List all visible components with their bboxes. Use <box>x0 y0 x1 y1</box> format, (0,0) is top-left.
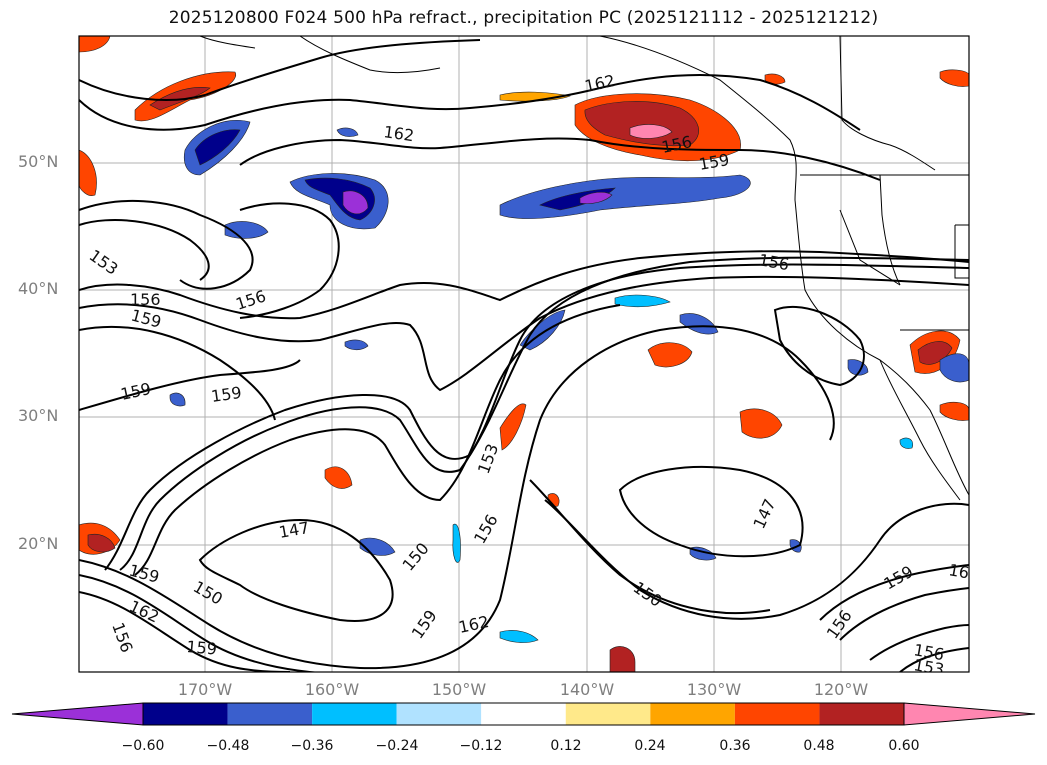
colorbar-segment <box>734 703 820 725</box>
height-contours <box>79 39 969 672</box>
colorbar-tick: 0.48 <box>803 738 835 754</box>
lat-label-30n: 30°N <box>18 406 59 425</box>
lon-label-140w: 140°W <box>559 680 615 699</box>
colorbar-segment <box>227 703 313 725</box>
coastlines <box>199 36 969 501</box>
colorbar-extend-max <box>903 702 1036 726</box>
colorbar-segment <box>650 703 735 725</box>
lon-label-170w: 170°W <box>177 680 233 699</box>
lat-label-20n: 20°N <box>18 534 59 553</box>
colorbar-segment <box>396 703 482 725</box>
lat-label-50n: 50°N <box>18 152 59 171</box>
colorbar-tick: −0.60 <box>121 738 165 754</box>
lon-label-120w: 120°W <box>813 680 869 699</box>
colorbar-segment <box>143 703 228 725</box>
map-title: 2025120800 F024 500 hPa refract., precip… <box>168 8 879 28</box>
colorbar-frame <box>142 702 905 726</box>
colorbar-segment <box>565 703 651 725</box>
colorbar-tick: 0.12 <box>550 738 582 754</box>
colorbar-tick: 0.36 <box>719 738 751 754</box>
contour-label: 162 <box>382 122 415 145</box>
colorbar-extend-min <box>11 702 144 726</box>
map-panel: 162 162 156 159 153 156 159 156 159 159 … <box>78 35 970 679</box>
colorbar-segment <box>819 703 904 725</box>
lon-label-160w: 160°W <box>304 680 360 699</box>
colorbar-tick: −0.36 <box>290 738 334 754</box>
colorbar-segment <box>481 703 566 725</box>
lon-label-150w: 150°W <box>431 680 487 699</box>
contour-label: 156 <box>130 290 161 309</box>
contour-label: 159 <box>186 637 218 659</box>
lon-label-130w: 130°W <box>686 680 742 699</box>
colorbar-tick: −0.12 <box>459 738 503 754</box>
lat-label-40n: 40°N <box>18 279 59 298</box>
precipitation-fills <box>79 36 969 672</box>
colorbar-segments <box>11 702 1036 726</box>
colorbar-tick: −0.24 <box>375 738 419 754</box>
colorbar <box>11 702 1036 726</box>
map-frame <box>78 35 970 673</box>
colorbar-segment <box>312 703 397 725</box>
contour-label: 153 <box>912 655 945 679</box>
colorbar-tick: −0.48 <box>206 738 250 754</box>
colorbar-tick: 0.60 <box>888 738 920 754</box>
contour-label: 16 <box>947 560 970 582</box>
colorbar-tick: 0.24 <box>634 738 666 754</box>
contour-label: 159 <box>210 383 243 406</box>
